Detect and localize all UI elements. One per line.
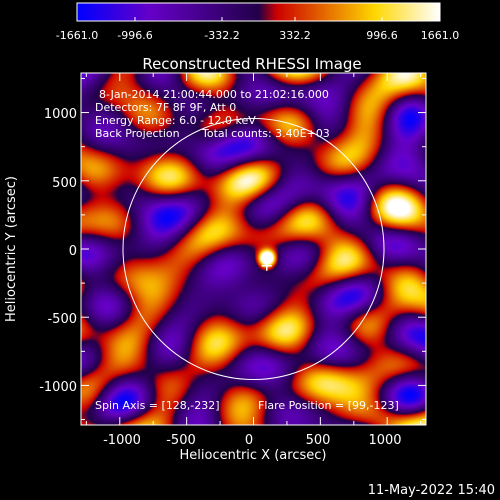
energy-range-label: Energy Range: 6.0 - 12.0 keV (95, 114, 256, 127)
colorbar-tick-label: 1661.0 (421, 29, 460, 42)
flare-position-label: Flare Position = [99,-123] (258, 399, 399, 412)
rhessi-image (81, 73, 426, 425)
colorbar (77, 3, 440, 21)
x-axis-label: Heliocentric X (arcsec) (180, 448, 327, 463)
time-range-label: 8-Jan-2014 21:00:44.000 to 21:02:16.000 (99, 88, 329, 101)
x-tick-label: 1000 (368, 433, 401, 448)
spin-axis-label: Spin Axis = [128,-232] (95, 399, 220, 412)
colorbar-frame (76, 2, 441, 22)
colorbar-tick-label: -1661.0 (56, 29, 98, 42)
timestamp: 11-May-2022 15:40 (368, 483, 495, 498)
total-counts-label: Total counts: 3.40E+03 (201, 127, 330, 140)
axis-ticks (81, 73, 426, 425)
x-tick-label: -500 (166, 433, 196, 448)
detectors-label: Detectors: 7F 8F 9F, Att 0 (95, 101, 236, 114)
y-tick-label: 500 (52, 176, 77, 191)
colorbar-tick-label: -996.6 (117, 29, 152, 42)
y-tick-label: 0 (69, 244, 77, 259)
colorbar-tick-label: -332.2 (204, 29, 239, 42)
plot-title: Reconstructed RHESSI Image (142, 55, 361, 73)
method-label: Back Projection (95, 127, 180, 140)
solar-limb (122, 117, 385, 381)
x-tick-label: 500 (306, 433, 331, 448)
colorbar-tick-label: 996.6 (366, 29, 398, 42)
x-tick-label: 0 (245, 433, 253, 448)
colorbar-tick-label: 332.2 (279, 29, 311, 42)
y-axis-label: Heliocentric Y (arcsec) (4, 176, 19, 322)
colorbar-ticks (76, 17, 441, 21)
y-tick-label: -500 (47, 312, 77, 327)
x-tick-label: -1000 (103, 433, 141, 448)
y-tick-label: 1000 (44, 107, 77, 122)
flare-position-marker (261, 260, 272, 271)
y-tick-label: -1000 (39, 380, 77, 395)
